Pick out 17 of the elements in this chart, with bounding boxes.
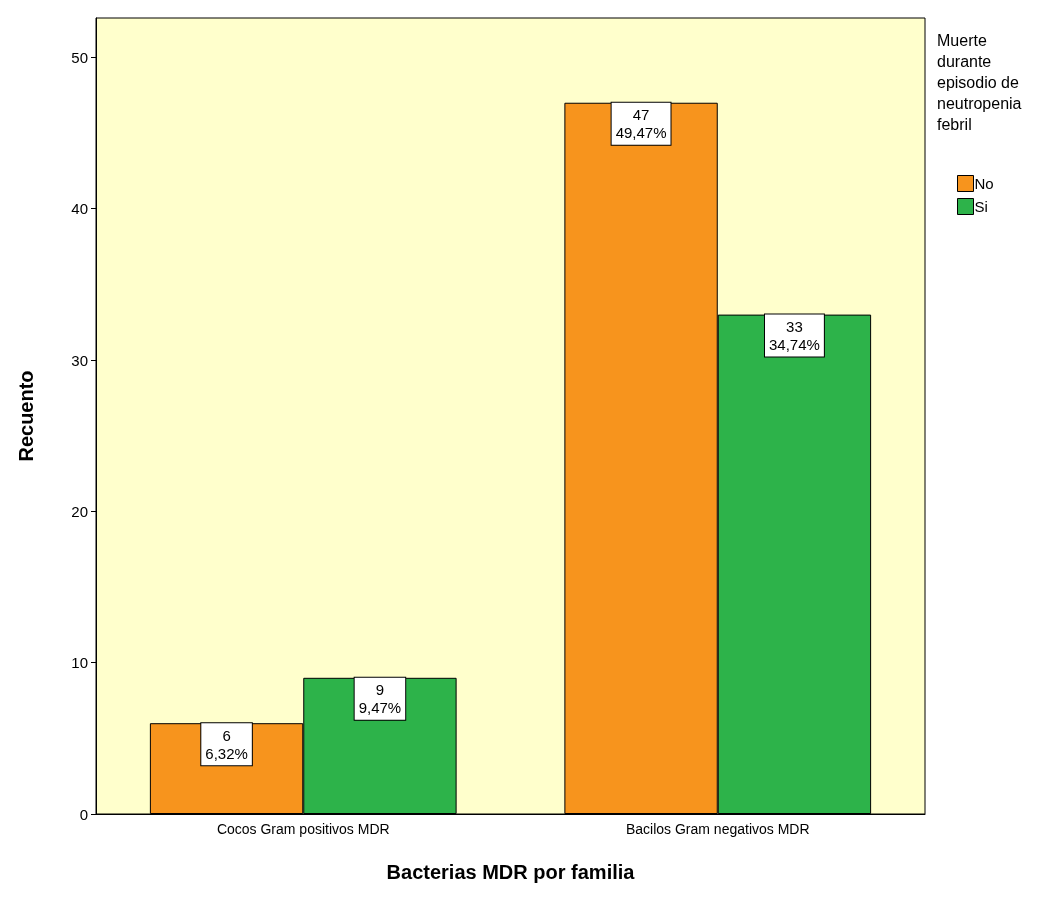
- y-tick-label: 20: [71, 502, 88, 520]
- y-tick-label: 10: [71, 654, 88, 672]
- data-label: 47 49,47%: [615, 106, 667, 142]
- y-tick-label: 30: [71, 351, 88, 369]
- y-tick-label: 50: [71, 48, 88, 66]
- data-label: 6 6,32%: [205, 726, 248, 762]
- legend-title: Muerte durante episodio de neutropenia febril: [937, 32, 1022, 133]
- legend-label: Si: [974, 198, 988, 215]
- y-tick-label: 0: [79, 805, 88, 823]
- data-label: 9 9,47%: [358, 681, 402, 717]
- x-tick-label: Cocos Gram positivos MDR: [216, 821, 390, 837]
- y-tick-label: 40: [71, 200, 88, 218]
- data-label: 33 34,74%: [768, 318, 820, 354]
- y-axis-title: Recuento: [15, 370, 37, 462]
- x-tick-label: Bacilos Gram negativos MDR: [625, 821, 810, 837]
- legend-label: No: [974, 175, 994, 192]
- x-axis-title: Bacterias MDR por familia: [386, 861, 636, 883]
